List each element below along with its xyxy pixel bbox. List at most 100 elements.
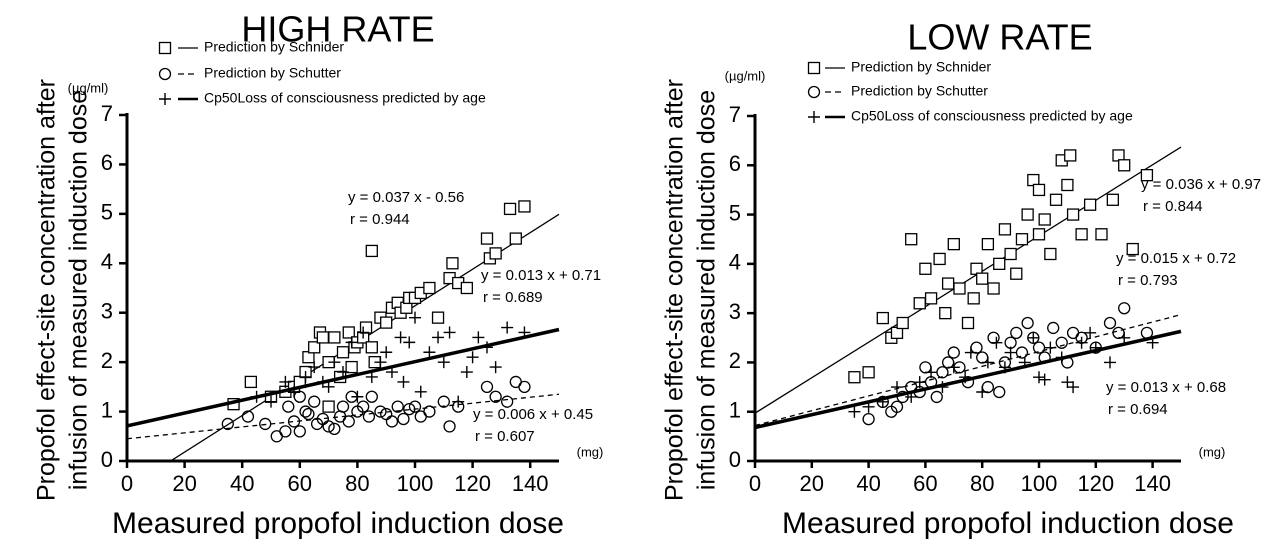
point bbox=[279, 375, 292, 388]
point bbox=[394, 331, 407, 344]
point bbox=[1106, 193, 1119, 206]
point bbox=[1015, 346, 1029, 359]
point bbox=[322, 380, 335, 393]
point bbox=[345, 336, 358, 349]
point bbox=[374, 405, 387, 418]
point bbox=[357, 400, 370, 413]
point bbox=[862, 366, 875, 379]
point bbox=[1032, 183, 1046, 197]
point bbox=[1118, 302, 1131, 315]
point bbox=[287, 415, 301, 428]
point bbox=[302, 407, 315, 421]
point bbox=[380, 316, 393, 329]
legend-label: Prediction by Schnider bbox=[851, 59, 991, 75]
point bbox=[1066, 326, 1080, 340]
legend-label: Prediction by Schutter bbox=[851, 83, 988, 99]
point bbox=[408, 400, 422, 413]
point bbox=[1004, 247, 1017, 261]
point bbox=[503, 202, 517, 216]
point bbox=[316, 331, 329, 344]
point bbox=[337, 366, 349, 379]
point bbox=[443, 326, 456, 339]
x-tick-label: 120 bbox=[454, 471, 491, 496]
panel: HIGH RATE Propofol effect-site concentrat… bbox=[33, 9, 604, 540]
y-tick-label: 1 bbox=[101, 397, 113, 422]
x-axis-label: Measured propofol induction dose bbox=[782, 507, 1234, 540]
plot-area bbox=[127, 200, 560, 461]
point bbox=[365, 244, 378, 258]
point bbox=[1126, 242, 1139, 256]
y-axis-label: infusion of measured induction dose bbox=[65, 90, 93, 490]
point bbox=[342, 415, 355, 428]
point bbox=[862, 400, 875, 413]
point bbox=[308, 341, 321, 354]
point bbox=[351, 390, 364, 403]
point bbox=[481, 341, 493, 354]
point bbox=[460, 281, 473, 295]
point bbox=[976, 386, 989, 398]
point bbox=[1033, 371, 1045, 384]
point bbox=[998, 361, 1011, 374]
point bbox=[976, 351, 989, 364]
y-tick-label: 6 bbox=[729, 151, 741, 176]
point bbox=[359, 321, 373, 334]
y-tick-label: 5 bbox=[101, 200, 113, 225]
point bbox=[1089, 341, 1102, 354]
point bbox=[1044, 341, 1057, 354]
fit-r: r = 0.944 bbox=[350, 211, 410, 228]
point bbox=[380, 346, 393, 359]
point bbox=[1140, 168, 1154, 182]
point bbox=[1015, 233, 1029, 246]
x-tick-label: 40 bbox=[230, 471, 254, 496]
point bbox=[1055, 351, 1068, 364]
point bbox=[509, 232, 522, 245]
legend-marker bbox=[159, 93, 171, 105]
x-tick-label: 60 bbox=[913, 471, 937, 496]
y-tick-label: 6 bbox=[101, 150, 113, 175]
point bbox=[1018, 356, 1031, 369]
fit-equation: y = 0.037 x - 0.56 bbox=[348, 189, 464, 206]
point bbox=[432, 331, 445, 344]
point bbox=[345, 360, 358, 374]
point bbox=[913, 297, 926, 310]
fit-r: r = 0.694 bbox=[1108, 401, 1168, 418]
x-tick-label: 100 bbox=[1021, 471, 1058, 496]
point bbox=[913, 376, 926, 389]
y-axis-label: Propofol effect-site concentration after bbox=[33, 79, 61, 501]
fit-r: r = 0.607 bbox=[475, 428, 535, 445]
point bbox=[1038, 373, 1051, 386]
point bbox=[848, 405, 861, 418]
point bbox=[848, 371, 861, 384]
point bbox=[941, 277, 955, 290]
panel: LOW RATE Propofol effect-site concentrati… bbox=[661, 17, 1261, 540]
point bbox=[403, 336, 416, 349]
legend-marker bbox=[807, 85, 821, 99]
point bbox=[409, 311, 421, 324]
point bbox=[1064, 149, 1077, 162]
point bbox=[365, 390, 378, 403]
point bbox=[265, 395, 277, 408]
point bbox=[460, 366, 473, 379]
point bbox=[362, 410, 376, 423]
point bbox=[1104, 356, 1116, 369]
point bbox=[947, 237, 960, 251]
point bbox=[993, 385, 1006, 399]
point bbox=[1004, 346, 1017, 359]
point bbox=[933, 252, 946, 266]
point bbox=[299, 405, 312, 418]
point bbox=[385, 366, 398, 379]
point bbox=[423, 405, 436, 418]
y-tick-label: 3 bbox=[729, 299, 741, 324]
y-tick-label: 5 bbox=[729, 200, 741, 225]
fit-line bbox=[755, 146, 1182, 414]
x-tick-label: 140 bbox=[512, 471, 549, 496]
point bbox=[905, 233, 918, 246]
point bbox=[1066, 208, 1080, 221]
point bbox=[1010, 326, 1023, 340]
x-tick-label: 40 bbox=[856, 471, 880, 496]
point bbox=[1061, 178, 1074, 192]
point bbox=[876, 311, 889, 325]
point bbox=[322, 400, 335, 413]
point bbox=[959, 371, 972, 384]
point bbox=[403, 402, 416, 416]
